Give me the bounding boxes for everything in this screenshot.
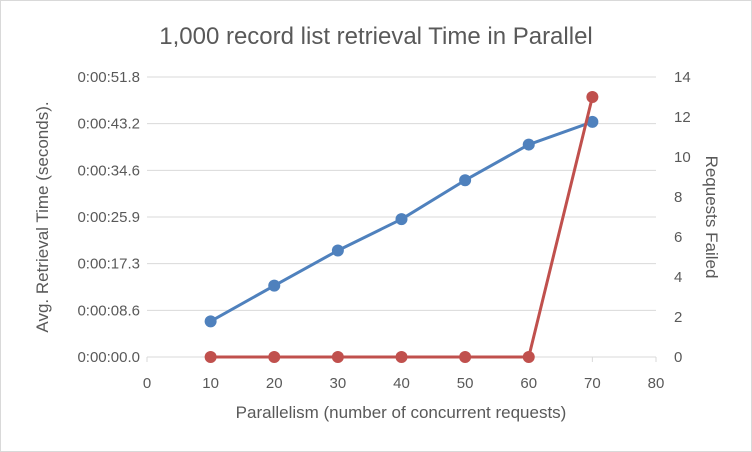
data-point-series-2 <box>459 351 472 363</box>
x-tick-label: 40 <box>393 375 410 392</box>
x-axis: 0 10 20 30 40 50 60 70 80 <box>143 356 665 392</box>
data-point-series-1 <box>522 138 535 151</box>
x-tick-label: 10 <box>202 375 219 392</box>
y2-tick-label: 12 <box>674 109 691 126</box>
data-point-series-2 <box>331 351 344 363</box>
chart-title: 1,000 record list retrieval Time in Para… <box>159 23 593 50</box>
y2-tick-label: 2 <box>674 309 682 326</box>
x-tick-label: 30 <box>330 375 347 392</box>
y2-tick-label: 6 <box>674 229 682 246</box>
gridlines <box>147 76 656 311</box>
x-axis-label: Parallelism (number of concurrent reques… <box>236 403 567 422</box>
y2-tick-label: 10 <box>674 149 691 166</box>
x-tick-label: 80 <box>648 375 665 392</box>
data-point-series-1 <box>586 115 599 128</box>
y-axis-left: 0:00:00.0 0:00:08.6 0:00:17.3 0:00:25.9 0:00… <box>77 69 140 366</box>
y-tick-label: 0:00:51.8 <box>77 69 140 86</box>
y2-tick-label: 14 <box>674 69 691 86</box>
data-point-series-2 <box>204 351 217 363</box>
y2-tick-label: 8 <box>674 189 682 206</box>
data-point-series-1 <box>268 279 281 292</box>
data-point-series-2 <box>522 351 535 363</box>
x-tick-label: 70 <box>584 375 601 392</box>
data-point-series-2 <box>395 351 408 363</box>
y2-axis-label: Requests Failed <box>702 156 721 279</box>
y2-tick-label: 4 <box>674 269 682 286</box>
y-axis-right: 0 2 4 6 8 10 12 14 <box>674 69 691 366</box>
y2-tick-label: 0 <box>674 349 682 366</box>
y-tick-label: 0:00:00.0 <box>77 349 140 366</box>
data-point-series-2 <box>586 91 599 103</box>
plot-area <box>204 91 599 363</box>
y-tick-label: 0:00:34.6 <box>77 162 140 179</box>
x-tick-label: 0 <box>143 375 151 392</box>
data-point-series-1 <box>395 213 408 226</box>
x-tick-label: 50 <box>457 375 474 392</box>
y-axis-label: Avg. Retrieval Time (seconds). <box>33 101 52 332</box>
y-tick-label: 0:00:43.2 <box>77 116 140 133</box>
x-tick-label: 20 <box>266 375 283 392</box>
data-point-series-1 <box>204 315 217 328</box>
y-tick-label: 0:00:17.3 <box>77 256 140 273</box>
data-point-series-1 <box>331 244 344 257</box>
data-point-series-1 <box>459 174 472 187</box>
series-line-2 <box>210 96 594 359</box>
y-tick-label: 0:00:25.9 <box>77 209 140 226</box>
data-point-series-2 <box>268 351 281 363</box>
y-tick-label: 0:00:08.6 <box>77 302 140 319</box>
x-tick-label: 60 <box>520 375 537 392</box>
